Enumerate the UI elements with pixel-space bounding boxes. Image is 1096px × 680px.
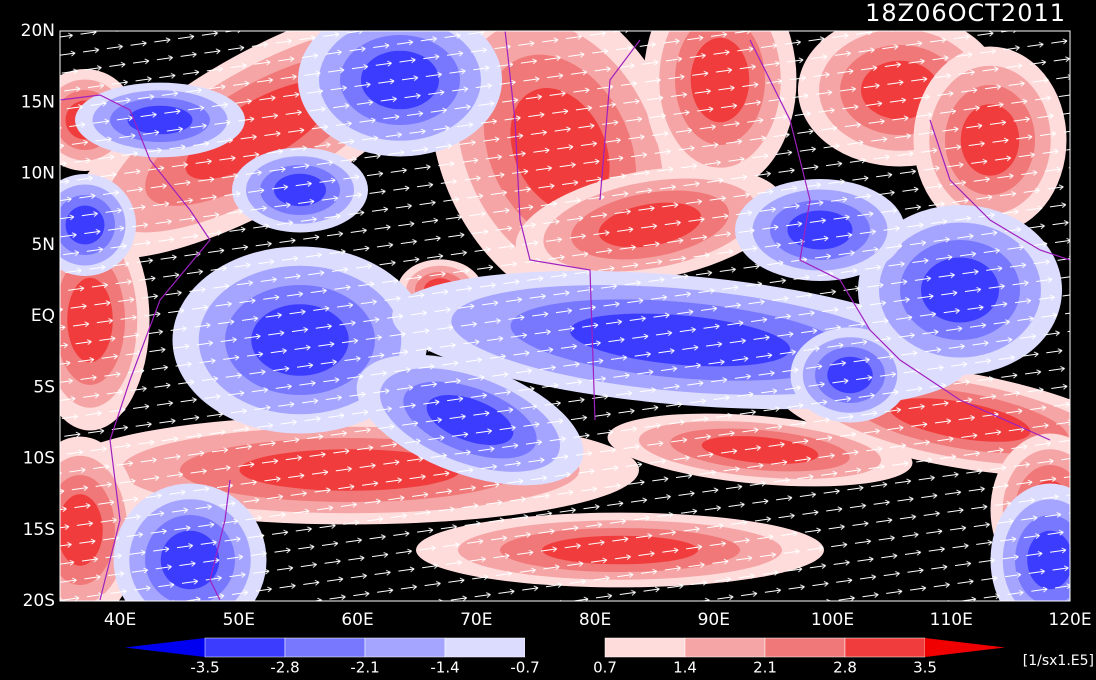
lat-label: 5S bbox=[33, 377, 55, 397]
colorbar-label: -3.5 bbox=[190, 659, 219, 677]
lat-label: 5N bbox=[31, 235, 55, 255]
colorbar-label: -2.1 bbox=[350, 659, 379, 677]
lat-label: 15S bbox=[23, 520, 55, 540]
lon-label: 40E bbox=[104, 610, 136, 630]
lat-label: 10N bbox=[21, 164, 55, 184]
colorbar-segment bbox=[284, 637, 366, 658]
colorbar-segment bbox=[525, 638, 605, 657]
colorbar-segment bbox=[844, 637, 926, 658]
lon-label: 90E bbox=[698, 610, 730, 630]
colorbar-segment bbox=[604, 637, 686, 658]
colorbar-label: 1.4 bbox=[673, 659, 697, 677]
colorbar-triangle bbox=[925, 638, 1005, 657]
colorbar-label: 3.5 bbox=[913, 659, 937, 677]
lon-label: 120E bbox=[1048, 610, 1091, 630]
colorbar-segment bbox=[764, 637, 846, 658]
lon-label: 70E bbox=[460, 610, 492, 630]
coastlines bbox=[60, 31, 1070, 601]
lat-label: 20S bbox=[23, 591, 55, 611]
colorbar-label: 2.8 bbox=[833, 659, 857, 677]
lon-label: 60E bbox=[341, 610, 373, 630]
colorbar-label: -0.7 bbox=[510, 659, 539, 677]
colorbar-segment bbox=[364, 637, 446, 658]
axis-labels: 20N 15N 10N 5N EQ 5S 10S 15S 20S 40E 50E 60E 70E 80E 9… bbox=[21, 21, 1092, 630]
colorbar-segment bbox=[444, 637, 526, 658]
colorbar-unit: [1/sx1.E5] bbox=[1023, 653, 1094, 669]
colorbar-label: 0.7 bbox=[593, 659, 617, 677]
lat-label: 10S bbox=[23, 449, 55, 469]
lon-label: 100E bbox=[811, 610, 854, 630]
lon-label: 110E bbox=[930, 610, 973, 630]
colorbar-label: -2.8 bbox=[270, 659, 299, 677]
plot-frame bbox=[59, 30, 1071, 602]
lat-label: 15N bbox=[21, 92, 55, 112]
colorbar: -3.5 -2.8 -2.1 -1.4 -0.7 0.7 1.4 2.1 2.8 3.5 [1/sx… bbox=[125, 637, 1094, 677]
map-title: 18Z06OCT2011 bbox=[865, 0, 1066, 27]
colorbar-segment bbox=[204, 637, 286, 658]
colorbar-label: 2.1 bbox=[753, 659, 777, 677]
colorbar-label: -1.4 bbox=[430, 659, 459, 677]
colorbar-triangle bbox=[125, 638, 205, 657]
lon-label: 50E bbox=[223, 610, 255, 630]
lat-label: 20N bbox=[21, 21, 55, 41]
lat-label: EQ bbox=[31, 306, 55, 326]
colorbar-segment bbox=[684, 637, 766, 658]
lon-label: 80E bbox=[579, 610, 611, 630]
